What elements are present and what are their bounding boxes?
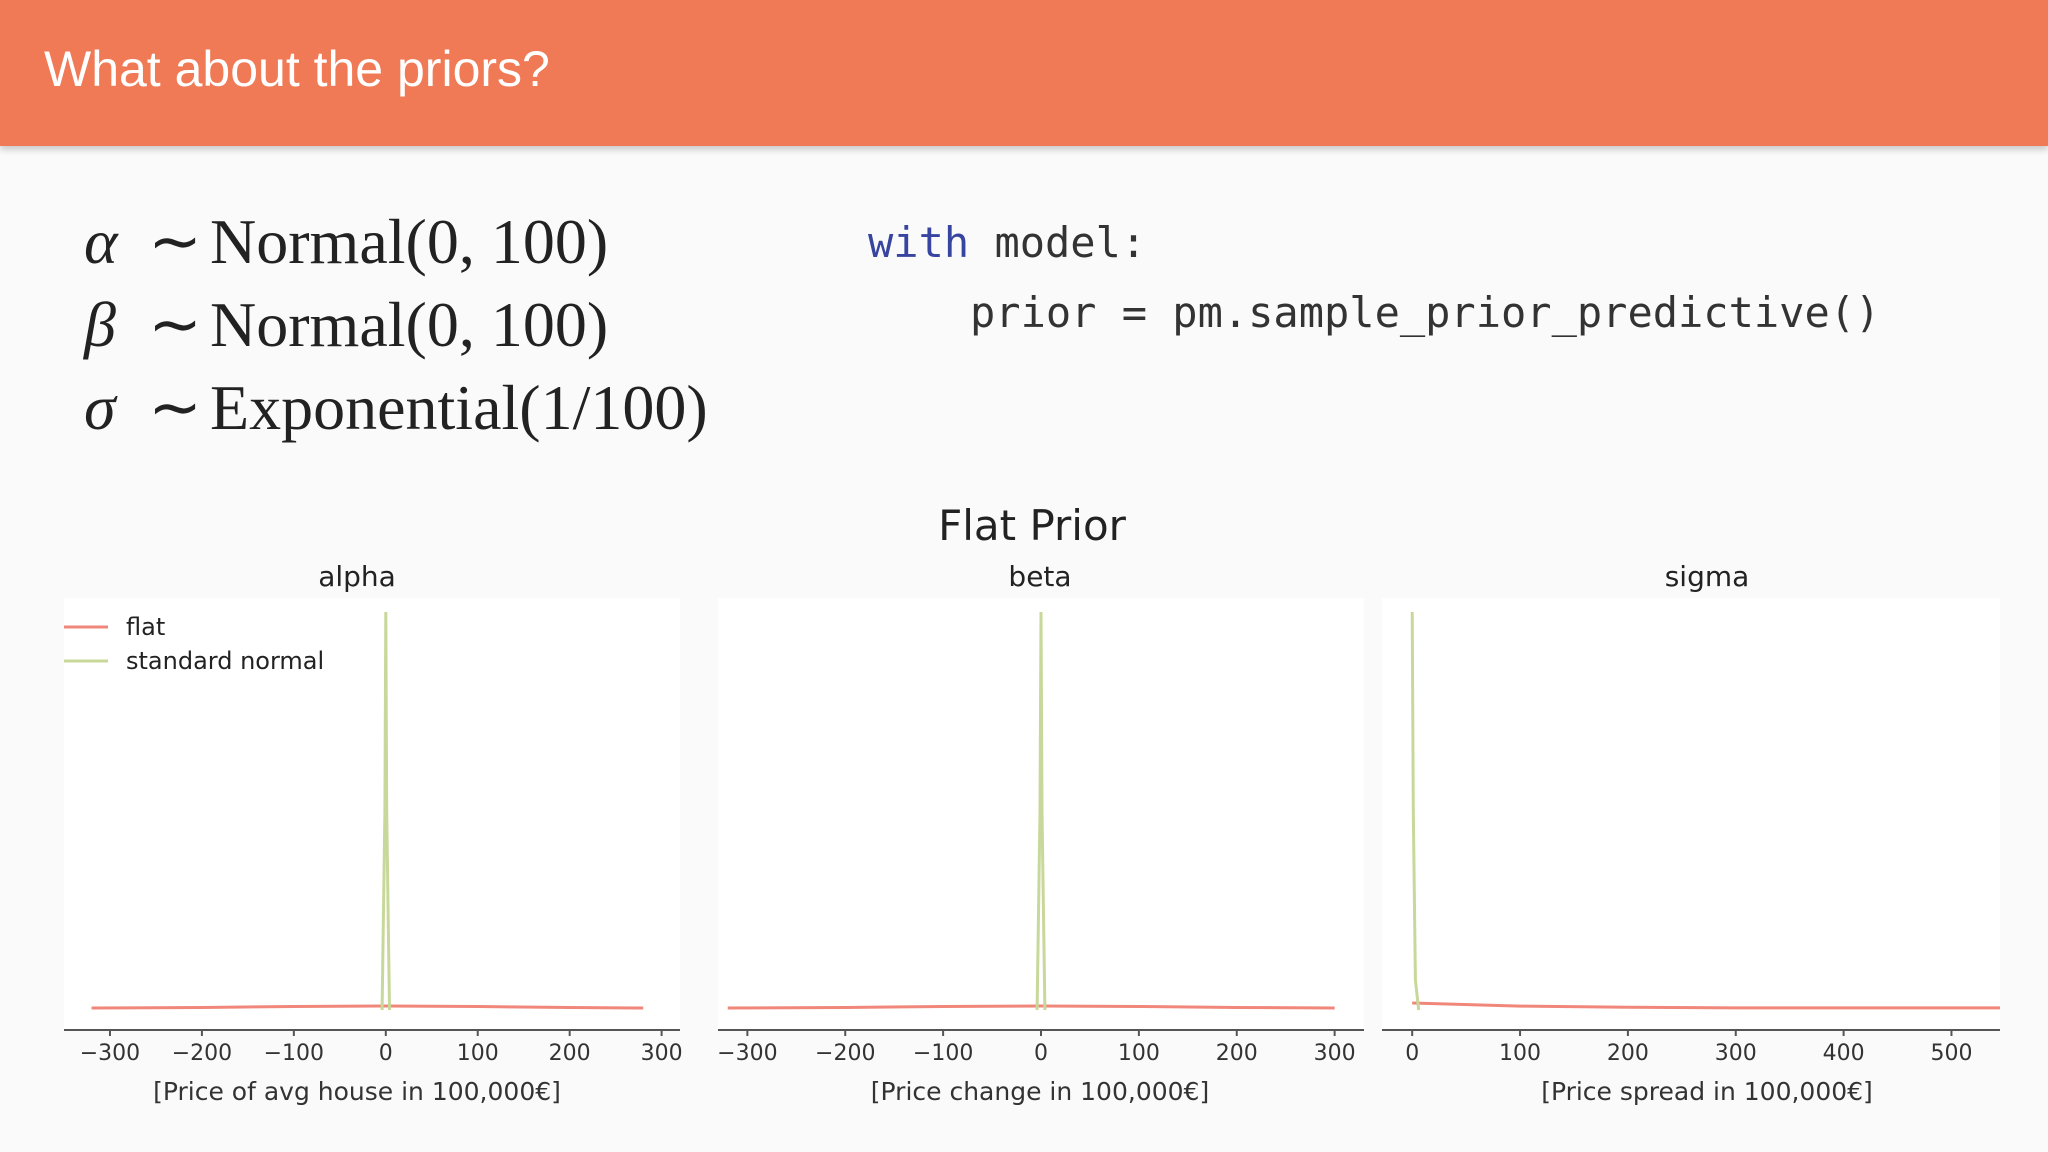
tilde-icon: ∼	[148, 372, 202, 443]
x-tick-label: −300	[80, 1041, 140, 1066]
x-tick-label: 200	[1216, 1041, 1258, 1066]
panel-background	[1382, 598, 2000, 1030]
x-tick-label: 100	[457, 1041, 499, 1066]
tilde-icon: ∼	[148, 289, 202, 360]
equation-symbol: α	[84, 206, 118, 277]
x-tick-label: 300	[641, 1041, 683, 1066]
panel-title: alpha	[318, 560, 396, 593]
equation-symbol: σ	[84, 372, 116, 443]
x-tick-label: 200	[1607, 1041, 1649, 1066]
x-tick-label: −200	[172, 1041, 232, 1066]
series-line-flat	[91, 1004, 644, 1010]
equation-symbol: β	[84, 289, 116, 360]
legend-label: standard normal	[126, 647, 324, 675]
tilde-icon: ∼	[148, 206, 202, 277]
x-axis-label: [Price change in 100,000€]	[871, 1077, 1209, 1106]
equation-sigma: σ ∼ Exponential(1/100)	[84, 371, 708, 445]
equation-beta: β ∼ Normal(0, 100)	[84, 288, 608, 362]
x-axis-label: [Price spread in 100,000€]	[1541, 1077, 1873, 1106]
slide-header: What about the priors?	[0, 0, 2048, 146]
series-line-standard-normal	[380, 611, 391, 1011]
panel-background	[64, 598, 680, 1030]
series-line-standard-normal	[1035, 611, 1047, 1011]
x-tick-label: 500	[1930, 1041, 1972, 1066]
x-tick-label: −100	[913, 1041, 973, 1066]
equation-distribution: Normal(0, 100)	[210, 206, 609, 277]
x-tick-label: 0	[1034, 1041, 1048, 1066]
x-tick-label: 0	[379, 1041, 393, 1066]
equation-alpha: α ∼ Normal(0, 100)	[84, 205, 608, 279]
series-line-standard-normal	[1410, 611, 1421, 1011]
panel-title: beta	[1008, 560, 1071, 593]
x-tick-label: 300	[1715, 1041, 1757, 1066]
x-tick-label: −100	[264, 1041, 324, 1066]
series-line-flat	[1412, 1001, 2000, 1010]
x-tick-label: 100	[1499, 1041, 1541, 1066]
x-tick-label: 300	[1314, 1041, 1356, 1066]
code-text: model:	[969, 218, 1147, 267]
series-line-flat	[727, 1004, 1335, 1010]
x-tick-label: −200	[815, 1041, 875, 1066]
x-tick-label: 200	[549, 1041, 591, 1066]
panel-title: sigma	[1665, 560, 1750, 593]
equation-distribution: Normal(0, 100)	[210, 289, 609, 360]
code-line-1: with model:	[868, 218, 1146, 267]
x-tick-label: −300	[717, 1041, 777, 1066]
legend-label: flat	[126, 613, 165, 641]
code-keyword: with	[868, 218, 970, 267]
x-tick-label: 100	[1118, 1041, 1160, 1066]
equation-distribution: Exponential(1/100)	[210, 372, 708, 443]
x-tick-label: 400	[1823, 1041, 1865, 1066]
x-tick-label: 0	[1405, 1041, 1419, 1066]
code-line-2: prior = pm.sample_prior_predictive()	[970, 288, 1881, 337]
chart-suptitle: Flat Prior	[938, 501, 1127, 550]
x-axis-label: [Price of avg house in 100,000€]	[153, 1077, 561, 1106]
slide-title: What about the priors?	[44, 41, 550, 97]
